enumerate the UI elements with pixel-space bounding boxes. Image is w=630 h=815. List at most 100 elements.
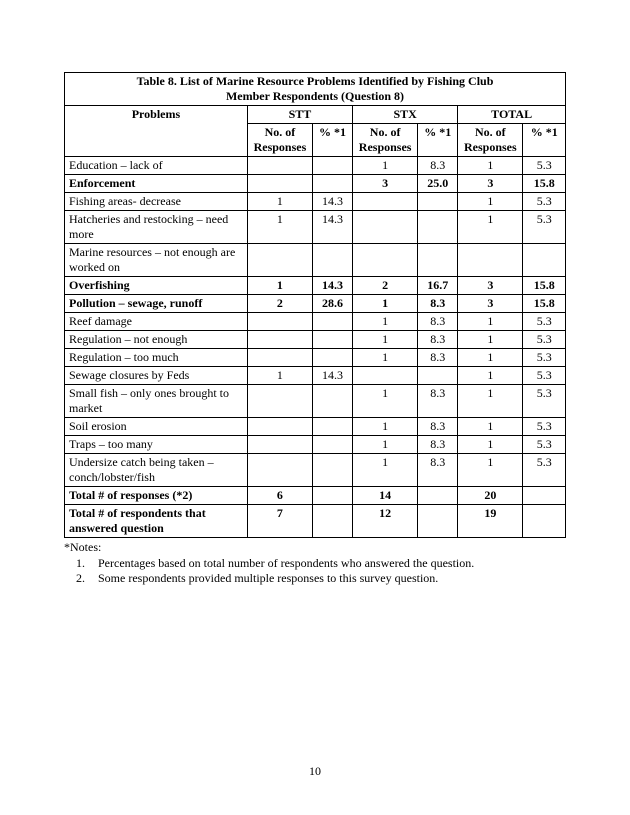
notes-heading: *Notes: [64,540,101,554]
row-label: Overfishing [65,277,248,295]
cell-stt-n [247,331,312,349]
cell-stx-n: 1 [353,157,418,175]
row-label: Fishing areas- decrease [65,193,248,211]
cell-stx-n [353,193,418,211]
cell-stt-n: 1 [247,211,312,244]
cell-stx-p: 8.3 [418,418,458,436]
table-row: Pollution – sewage, runoff228.618.3315.8 [65,295,566,313]
cell-stx-n [353,244,418,277]
cell-stx-p: 25.0 [418,175,458,193]
cell-tot-n: 19 [458,505,523,538]
cell-tot-p: 5.3 [523,436,566,454]
cell-tot-p: 5.3 [523,331,566,349]
table-title: Table 8. List of Marine Resource Problem… [65,73,566,106]
cell-tot-p: 15.8 [523,295,566,313]
sub-tot-p: % *1 [523,124,566,157]
cell-stx-n: 1 [353,418,418,436]
cell-stt-p [312,313,352,331]
cell-stx-n: 1 [353,349,418,367]
table-row: Hatcheries and restocking – need more114… [65,211,566,244]
cell-stx-p [418,487,458,505]
cell-tot-p [523,505,566,538]
row-label: Marine resources – not enough are worked… [65,244,248,277]
cell-stt-p [312,418,352,436]
cell-stt-p [312,385,352,418]
cell-stx-n: 1 [353,436,418,454]
cell-tot-n: 3 [458,277,523,295]
cell-stt-n: 2 [247,295,312,313]
cell-stx-n: 1 [353,295,418,313]
cell-stt-n [247,385,312,418]
cell-stt-n: 1 [247,193,312,211]
cell-stt-p: 14.3 [312,367,352,385]
cell-stt-p [312,454,352,487]
row-label: Soil erosion [65,418,248,436]
table-row: Traps – too many18.315.3 [65,436,566,454]
cell-stt-p [312,349,352,367]
table-row: Enforcement325.0315.8 [65,175,566,193]
cell-tot-p: 5.3 [523,211,566,244]
cell-tot-n: 1 [458,436,523,454]
cell-tot-n: 3 [458,175,523,193]
cell-stx-p [418,505,458,538]
cell-stx-p: 8.3 [418,436,458,454]
cell-stt-p [312,505,352,538]
table-row: Undersize catch being taken – conch/lobs… [65,454,566,487]
cell-stx-n: 14 [353,487,418,505]
table-row: Sewage closures by Feds114.315.3 [65,367,566,385]
cell-tot-p: 5.3 [523,193,566,211]
cell-tot-p: 15.8 [523,277,566,295]
marine-problems-table: Table 8. List of Marine Resource Problem… [64,72,566,538]
page-number: 10 [0,764,630,779]
cell-stx-p: 8.3 [418,349,458,367]
sub-stt-p: % *1 [312,124,352,157]
cell-tot-p: 5.3 [523,313,566,331]
title-line2: Member Respondents (Question 8) [226,89,404,103]
row-label: Total # of responses (*2) [65,487,248,505]
cell-stt-p: 28.6 [312,295,352,313]
group-stt: STT [247,106,352,124]
group-total: TOTAL [458,106,566,124]
note-item: Some respondents provided multiple respo… [88,571,566,587]
cell-stt-p [312,244,352,277]
cell-stx-p [418,193,458,211]
cell-tot-p: 5.3 [523,349,566,367]
cell-stx-p: 8.3 [418,295,458,313]
table-row: Reef damage18.315.3 [65,313,566,331]
cell-stx-n [353,211,418,244]
cell-stt-p [312,331,352,349]
cell-stt-n: 6 [247,487,312,505]
cell-stx-p: 8.3 [418,313,458,331]
cell-stx-n: 1 [353,331,418,349]
cell-stx-n: 1 [353,385,418,418]
table-row: Regulation – too much18.315.3 [65,349,566,367]
cell-stx-n: 2 [353,277,418,295]
row-label: Undersize catch being taken – conch/lobs… [65,454,248,487]
cell-stt-n [247,436,312,454]
cell-tot-p: 5.3 [523,454,566,487]
table-row: Soil erosion18.315.3 [65,418,566,436]
cell-stx-p [418,211,458,244]
cell-tot-n: 1 [458,313,523,331]
row-label: Sewage closures by Feds [65,367,248,385]
cell-stx-p [418,244,458,277]
cell-stt-p [312,175,352,193]
cell-stt-p: 14.3 [312,193,352,211]
cell-stt-n [247,244,312,277]
table-row: Small fish – only ones brought to market… [65,385,566,418]
cell-stx-n [353,367,418,385]
cell-stt-n: 1 [247,277,312,295]
cell-stt-n [247,313,312,331]
table-row: Fishing areas- decrease114.315.3 [65,193,566,211]
sub-stt-n: No. of Responses [247,124,312,157]
cell-tot-n [458,244,523,277]
cell-tot-n: 1 [458,331,523,349]
title-line1: Table 8. List of Marine Resource Problem… [137,74,494,88]
col-problems: Problems [65,106,248,157]
row-label: Regulation – not enough [65,331,248,349]
cell-stx-p: 8.3 [418,454,458,487]
cell-tot-p [523,487,566,505]
row-label: Reef damage [65,313,248,331]
notes-block: *Notes: Percentages based on total numbe… [64,540,566,587]
row-label: Pollution – sewage, runoff [65,295,248,313]
